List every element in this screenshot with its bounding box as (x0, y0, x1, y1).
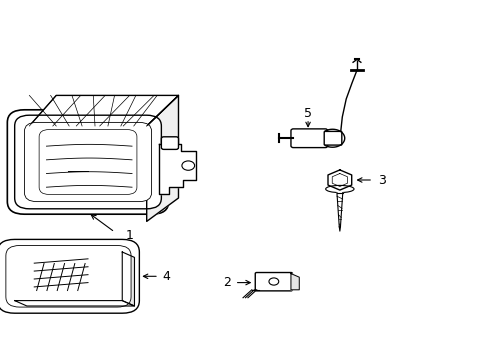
Polygon shape (336, 193, 342, 227)
Polygon shape (290, 274, 299, 290)
Polygon shape (327, 170, 351, 190)
FancyBboxPatch shape (290, 129, 327, 148)
Polygon shape (29, 95, 178, 126)
Circle shape (268, 278, 278, 285)
FancyBboxPatch shape (255, 273, 292, 291)
Circle shape (182, 161, 194, 170)
Polygon shape (122, 252, 134, 306)
Text: 2: 2 (223, 276, 230, 289)
Polygon shape (146, 95, 178, 221)
Text: 5: 5 (304, 107, 311, 120)
FancyBboxPatch shape (6, 246, 131, 307)
Text: 1: 1 (125, 229, 133, 242)
FancyBboxPatch shape (0, 239, 139, 313)
FancyBboxPatch shape (39, 130, 137, 194)
FancyBboxPatch shape (324, 131, 341, 145)
Polygon shape (159, 144, 195, 194)
Text: 3: 3 (377, 174, 385, 186)
Polygon shape (15, 301, 134, 306)
FancyBboxPatch shape (7, 110, 168, 214)
FancyBboxPatch shape (161, 137, 178, 149)
Ellipse shape (325, 185, 353, 193)
FancyBboxPatch shape (24, 122, 151, 202)
Text: 4: 4 (162, 270, 170, 283)
FancyBboxPatch shape (15, 115, 161, 209)
